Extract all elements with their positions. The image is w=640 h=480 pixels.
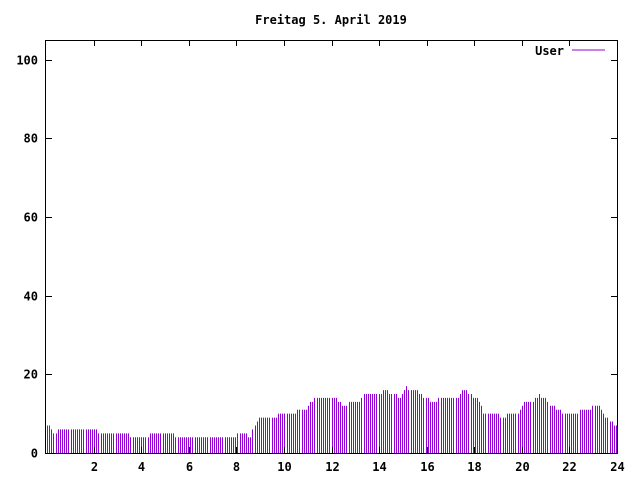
- y-tick-label: 100: [16, 54, 38, 68]
- x-tick-label: 10: [277, 460, 291, 474]
- x-tick-label: 20: [515, 460, 529, 474]
- x-tick-label: 16: [420, 460, 434, 474]
- y-tick-label: 80: [24, 132, 38, 146]
- x-tick-label: 18: [467, 460, 481, 474]
- plot-frame: [45, 40, 618, 454]
- x-tick-label: 8: [233, 460, 240, 474]
- legend-label-user: User: [535, 44, 564, 58]
- chart-title: Freitag 5. April 2019: [255, 13, 407, 27]
- y-tick-label: 40: [24, 290, 38, 304]
- x-tick-label: 6: [186, 460, 193, 474]
- y-tick-label: 60: [24, 211, 38, 225]
- x-tick-label: 14: [372, 460, 386, 474]
- legend: User: [535, 44, 605, 58]
- bars-group: [47, 386, 617, 453]
- y-tick-label: 0: [31, 447, 38, 461]
- x-tick-label: 2: [91, 460, 98, 474]
- x-tick-label: 24: [610, 460, 624, 474]
- x-tick-label: 12: [325, 460, 339, 474]
- x-tick-label: 22: [562, 460, 576, 474]
- x-tick-label: 4: [138, 460, 145, 474]
- y-tick-label: 20: [24, 368, 38, 382]
